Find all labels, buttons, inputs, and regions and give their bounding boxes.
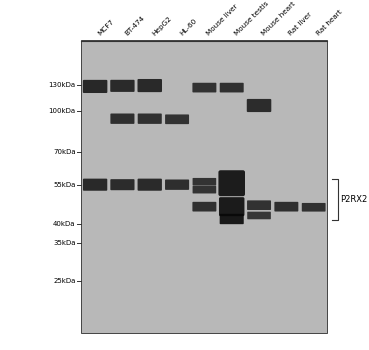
FancyBboxPatch shape: [165, 180, 189, 190]
FancyBboxPatch shape: [247, 212, 271, 219]
FancyBboxPatch shape: [138, 113, 162, 124]
FancyBboxPatch shape: [220, 214, 244, 224]
Text: 130kDa: 130kDa: [49, 82, 76, 88]
Text: 25kDa: 25kDa: [53, 279, 76, 285]
FancyBboxPatch shape: [83, 178, 107, 191]
FancyBboxPatch shape: [138, 79, 162, 92]
Text: 100kDa: 100kDa: [49, 108, 76, 114]
Text: Mouse testis: Mouse testis: [233, 0, 270, 37]
FancyBboxPatch shape: [193, 186, 216, 194]
FancyBboxPatch shape: [193, 178, 216, 186]
FancyBboxPatch shape: [83, 80, 107, 93]
FancyBboxPatch shape: [218, 170, 245, 196]
Text: 55kDa: 55kDa: [53, 182, 76, 188]
Text: P2RX2: P2RX2: [340, 195, 368, 204]
FancyBboxPatch shape: [192, 83, 216, 92]
Text: MCF7: MCF7: [97, 19, 115, 37]
FancyBboxPatch shape: [138, 178, 162, 191]
FancyBboxPatch shape: [192, 202, 216, 211]
FancyBboxPatch shape: [219, 197, 244, 216]
Text: Mouse heart: Mouse heart: [261, 1, 297, 37]
FancyBboxPatch shape: [110, 179, 135, 190]
FancyBboxPatch shape: [220, 83, 244, 92]
FancyBboxPatch shape: [247, 99, 271, 112]
Text: HL-60: HL-60: [179, 18, 198, 37]
Text: Rat heart: Rat heart: [315, 9, 343, 37]
Text: Rat liver: Rat liver: [288, 11, 313, 37]
FancyBboxPatch shape: [110, 80, 135, 92]
Text: 70kDa: 70kDa: [53, 149, 76, 155]
FancyBboxPatch shape: [165, 114, 189, 124]
Text: BT-474: BT-474: [124, 15, 146, 37]
Text: 40kDa: 40kDa: [53, 221, 76, 227]
Text: 35kDa: 35kDa: [53, 240, 76, 246]
Text: Mouse liver: Mouse liver: [206, 3, 239, 37]
FancyBboxPatch shape: [247, 200, 271, 210]
Text: HepG2: HepG2: [151, 15, 173, 37]
FancyBboxPatch shape: [275, 202, 299, 211]
Bar: [82, 40, 327, 333]
FancyBboxPatch shape: [110, 113, 134, 124]
FancyBboxPatch shape: [302, 203, 325, 212]
